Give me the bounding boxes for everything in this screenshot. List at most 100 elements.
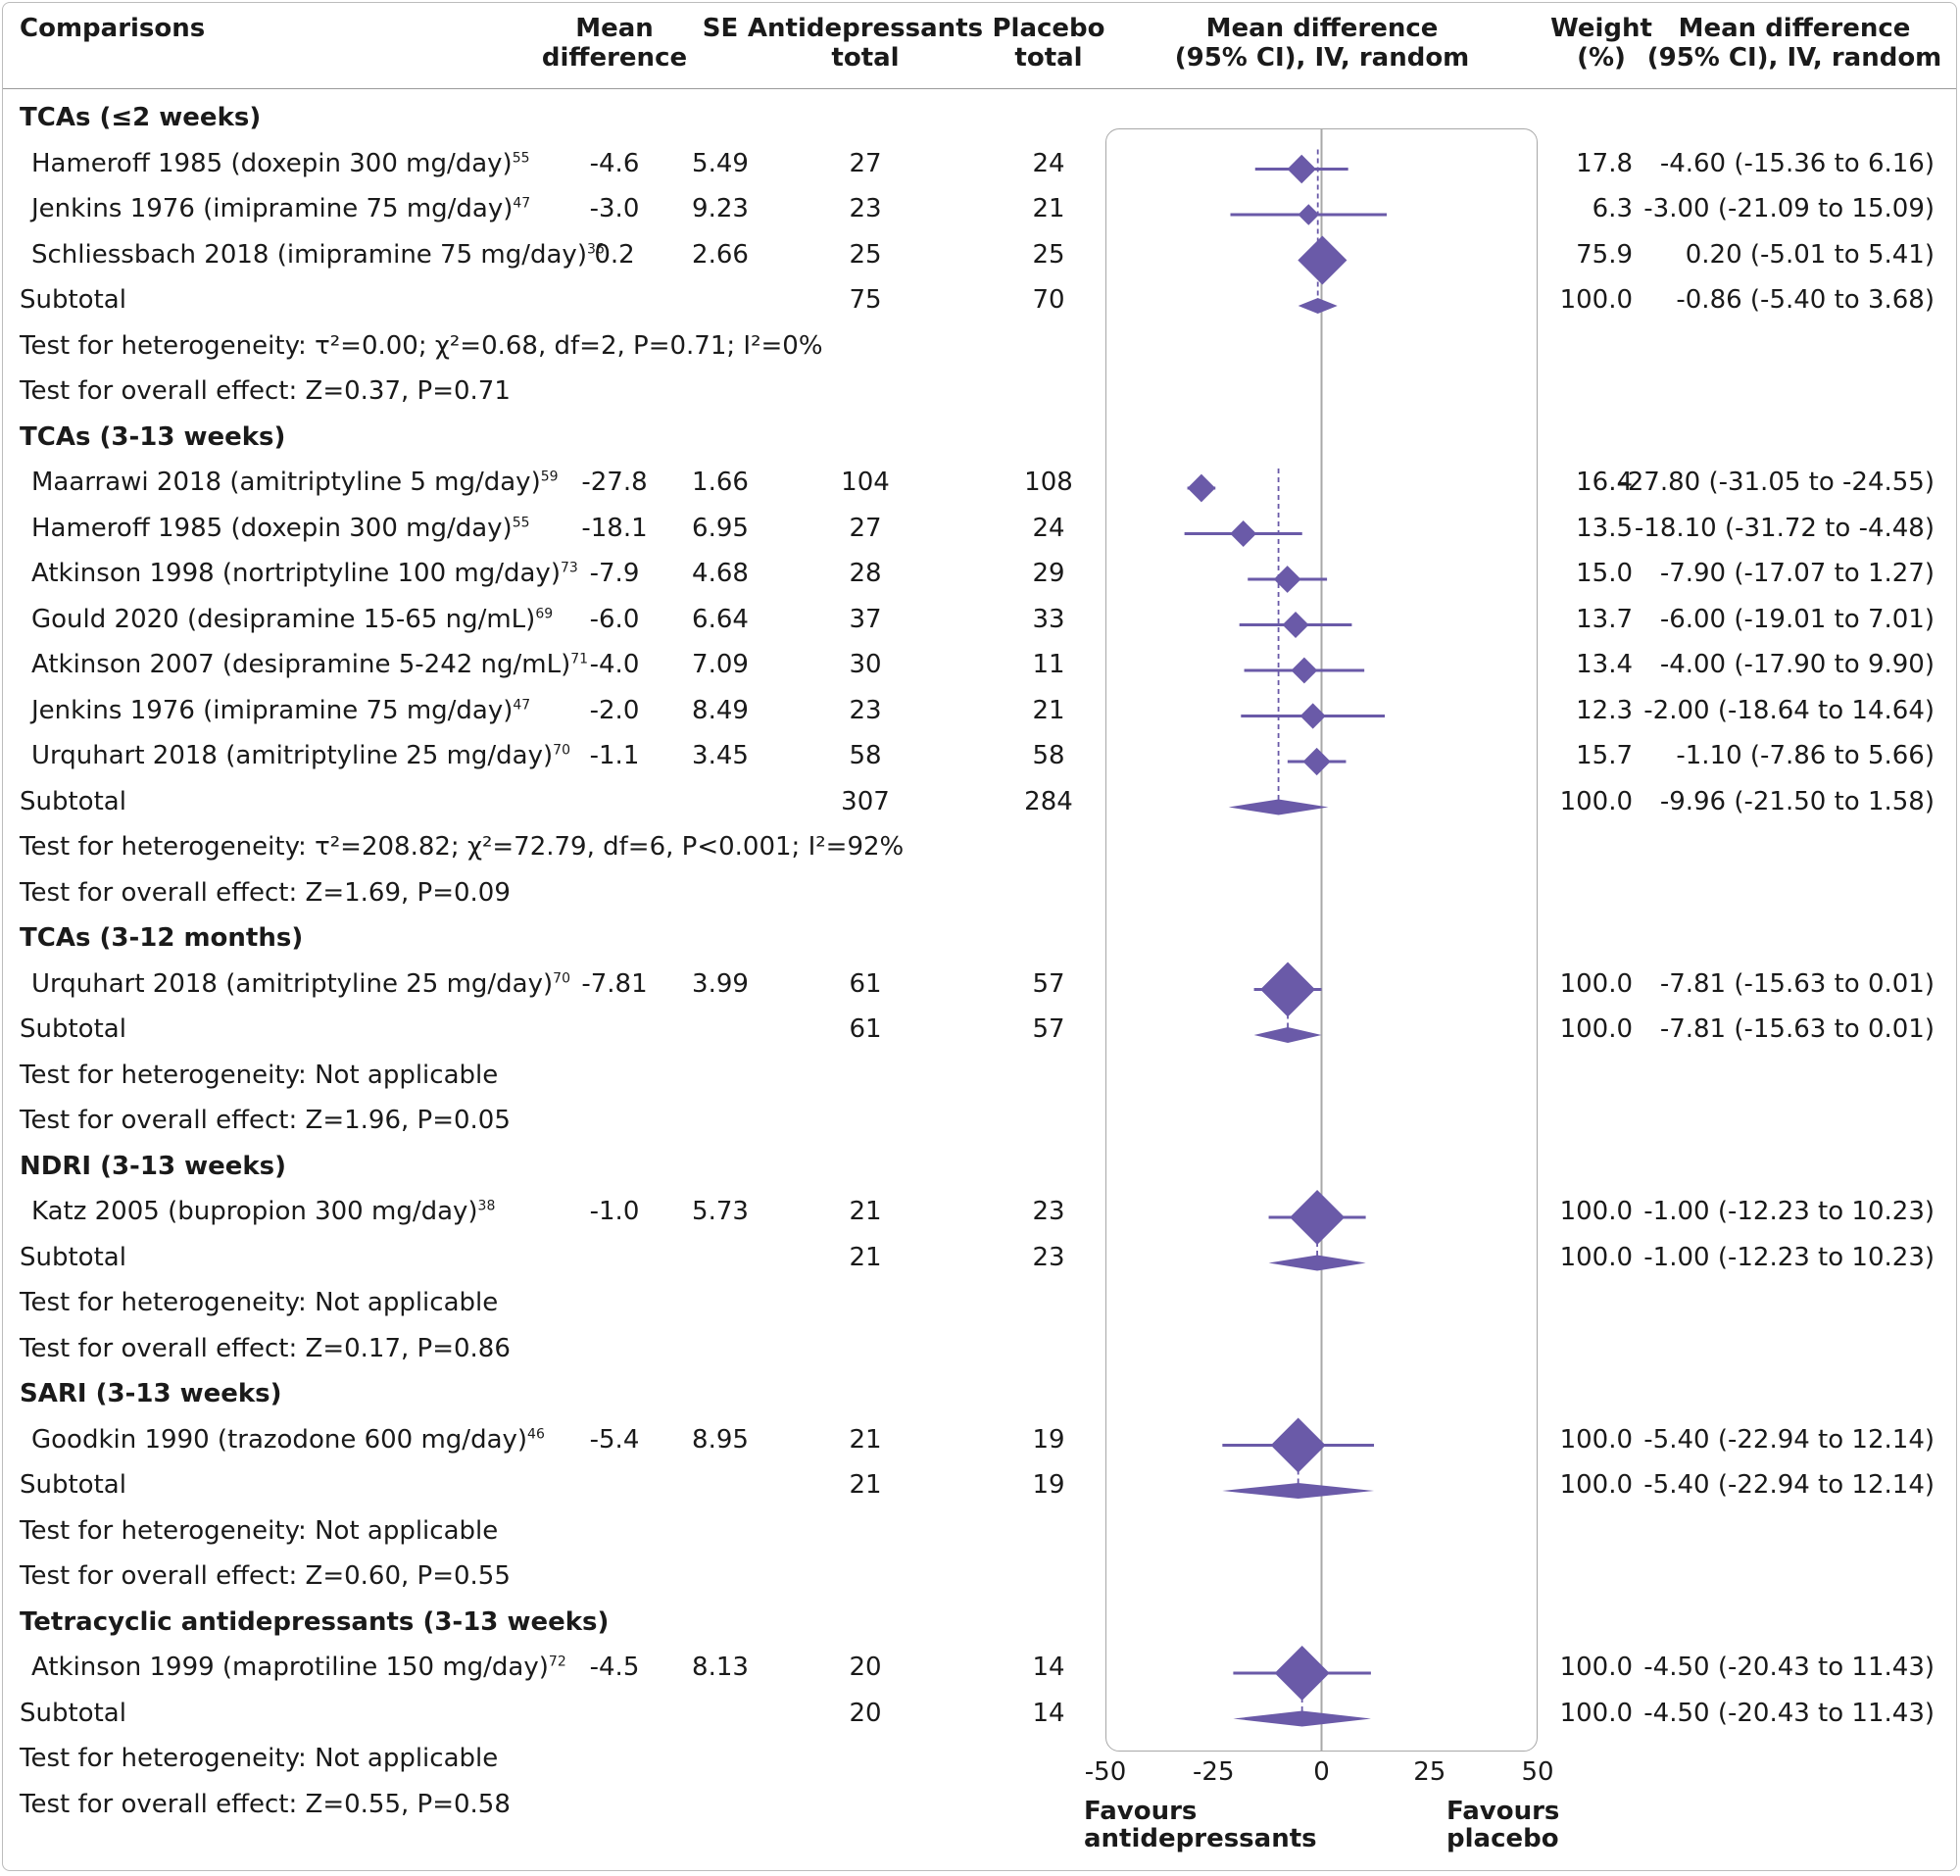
mean-difference-cell: -7.9 <box>589 559 640 588</box>
subtotal-antidepressants-total: 21 <box>849 1242 882 1272</box>
study-estimate-marker <box>1290 1190 1346 1245</box>
ci-text-cell: -4.60 (-15.36 to 6.16) <box>1659 148 1935 178</box>
subtotal-ci-text: -0.86 (-5.40 to 3.68) <box>1676 285 1935 315</box>
study-name: Maarrawi 2018 (amitriptyline 5 mg/day) <box>31 468 541 497</box>
study-reference: 70 <box>553 969 570 986</box>
mean-difference-cell: -4.5 <box>589 1653 640 1682</box>
study-estimate-marker <box>1298 204 1320 225</box>
placebo-total-cell: 24 <box>1032 148 1065 178</box>
study-name: Urquhart 2018 (amitriptyline 25 mg/day) <box>31 968 554 999</box>
study-estimate-marker <box>1298 235 1348 285</box>
weight-cell: 16.4 <box>1576 468 1633 497</box>
study-estimate-marker <box>1274 1646 1330 1701</box>
header-placebo-total: Placebo total <box>992 14 1104 73</box>
subtotal-placebo-total: 70 <box>1032 285 1065 315</box>
x-tick-label: 50 <box>1521 1757 1554 1787</box>
study-estimate-marker <box>1282 611 1309 639</box>
ci-text-cell: -27.80 (-31.05 to -24.55) <box>1618 468 1935 497</box>
study-reference: 47 <box>513 195 531 212</box>
study-label: Atkinson 1998 (nortriptyline 100 mg/day)… <box>31 559 578 588</box>
heterogeneity-test: Test for heterogeneity: τ²=0.00; χ²=0.68… <box>20 330 823 361</box>
se-cell: 9.23 <box>692 194 749 223</box>
study-estimate-marker <box>1187 473 1216 503</box>
subgroup-title: TCAs (≤2 weeks) <box>20 103 262 132</box>
favours-left-line2: antidepressants <box>1084 1824 1317 1853</box>
overall-effect-test: Test for overall effect: Z=0.17, P=0.86 <box>20 1333 511 1363</box>
study-label: Maarrawi 2018 (amitriptyline 5 mg/day)59 <box>31 468 559 497</box>
study-name: Atkinson 2007 (desipramine 5-242 ng/mL) <box>31 650 571 679</box>
weight-cell: 100.0 <box>1559 968 1633 999</box>
subgroup-title: Tetracyclic antidepressants (3-13 weeks) <box>20 1606 610 1637</box>
se-cell: 8.95 <box>692 1424 749 1455</box>
weight-cell: 13.7 <box>1576 604 1633 634</box>
ci-text-cell: -4.00 (-17.90 to 9.90) <box>1659 650 1935 679</box>
study-name: Hameroff 1985 (doxepin 300 mg/day) <box>31 148 513 178</box>
study-estimate-marker <box>1291 657 1318 684</box>
x-tick-label: 25 <box>1413 1757 1446 1787</box>
antidepressants-total-cell: 23 <box>849 194 882 223</box>
subtotal-ci-text: -4.50 (-20.43 to 11.43) <box>1643 1698 1935 1728</box>
weight-cell: 75.9 <box>1576 239 1633 270</box>
favours-right-line2: placebo <box>1446 1824 1559 1853</box>
subtotal-label: Subtotal <box>20 1470 126 1500</box>
study-name: Hameroff 1985 (doxepin 300 mg/day) <box>31 513 513 543</box>
subtotal-diamond <box>1298 298 1338 314</box>
study-name: Schliessbach 2018 (imipramine 75 mg/day) <box>31 239 587 270</box>
subgroup-title: TCAs (3-12 months) <box>20 923 304 953</box>
subtotal-label: Subtotal <box>20 1014 126 1044</box>
subtotal-diamond <box>1253 1027 1322 1043</box>
subtotal-antidepressants-total: 307 <box>841 786 890 816</box>
mean-difference-cell: -27.8 <box>581 468 648 497</box>
ci-text-cell: -4.50 (-20.43 to 11.43) <box>1643 1653 1935 1682</box>
x-tick-label: -50 <box>1084 1757 1127 1787</box>
weight-cell: 15.7 <box>1576 741 1633 770</box>
header-weight: Weight (%) <box>1550 14 1652 73</box>
antidepressants-total-cell: 23 <box>849 695 882 725</box>
se-cell: 6.95 <box>692 513 749 543</box>
study-label: Atkinson 1999 (maprotiline 150 mg/day)72 <box>31 1653 566 1682</box>
weight-cell: 100.0 <box>1559 1197 1633 1226</box>
subgroup-title: SARI (3-13 weeks) <box>20 1379 282 1408</box>
subtotal-label: Subtotal <box>20 786 126 816</box>
weight-cell: 13.5 <box>1576 513 1633 543</box>
subtotal-placebo-total: 14 <box>1032 1698 1065 1728</box>
subtotal-placebo-total: 57 <box>1032 1014 1065 1044</box>
overall-effect-test: Test for overall effect: Z=0.37, P=0.71 <box>20 376 511 406</box>
study-name: Katz 2005 (bupropion 300 mg/day) <box>31 1197 478 1226</box>
study-label: Hameroff 1985 (doxepin 300 mg/day)55 <box>31 514 530 543</box>
se-cell: 1.66 <box>692 468 749 497</box>
se-cell: 8.13 <box>692 1653 749 1682</box>
subtotal-label: Subtotal <box>20 285 126 315</box>
study-reference: 47 <box>513 696 531 713</box>
subtotal-diamond <box>1222 1483 1375 1499</box>
study-label: Atkinson 2007 (desipramine 5-242 ng/mL)7… <box>31 650 588 679</box>
study-reference: 69 <box>535 605 554 621</box>
subgroup-title: TCAs (3-13 weeks) <box>20 421 286 452</box>
x-tick-label: -25 <box>1193 1757 1235 1787</box>
mean-difference-cell: 0.2 <box>594 239 635 270</box>
se-cell: 5.49 <box>692 148 749 178</box>
ci-text-cell: -1.00 (-12.23 to 10.23) <box>1643 1197 1935 1226</box>
subtotal-antidepressants-total: 20 <box>849 1698 882 1728</box>
subtotal-label: Subtotal <box>20 1242 126 1272</box>
ci-text-cell: -2.00 (-18.64 to 14.64) <box>1643 695 1935 725</box>
subtotal-ci-text: -1.00 (-12.23 to 10.23) <box>1643 1242 1935 1272</box>
header-se: SE <box>702 14 739 43</box>
study-name: Jenkins 1976 (imipramine 75 mg/day) <box>31 695 514 725</box>
mean-difference-cell: -7.81 <box>581 968 648 999</box>
se-cell: 7.09 <box>692 650 749 679</box>
antidepressants-total-cell: 104 <box>841 468 890 497</box>
placebo-total-cell: 24 <box>1032 513 1065 543</box>
study-reference: 59 <box>540 469 559 485</box>
header-placebo-line1: Placebo <box>992 14 1105 43</box>
mean-difference-cell: -3.0 <box>589 194 640 223</box>
heterogeneity-test: Test for heterogeneity: Not applicable <box>20 1515 499 1546</box>
se-cell: 2.66 <box>692 239 749 270</box>
antidepressants-total-cell: 27 <box>849 513 882 543</box>
study-reference: 71 <box>570 651 589 667</box>
subgroup-title: NDRI (3-13 weeks) <box>20 1151 287 1181</box>
study-reference: 36 <box>586 240 605 257</box>
study-reference: 38 <box>477 1198 496 1214</box>
placebo-total-cell: 25 <box>1032 239 1065 270</box>
